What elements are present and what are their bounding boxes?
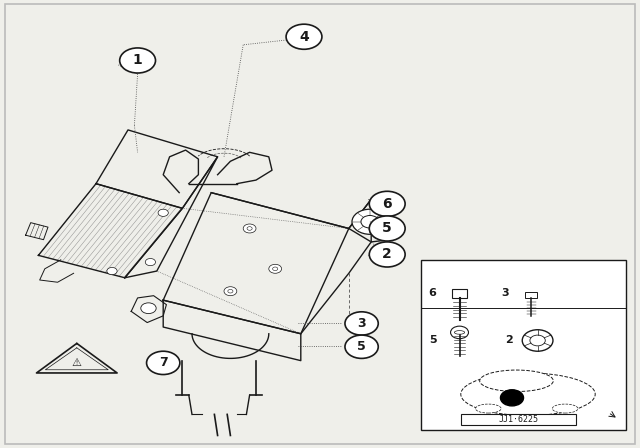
Ellipse shape bbox=[552, 404, 578, 413]
Text: JJ1·6225: JJ1·6225 bbox=[499, 414, 538, 424]
Circle shape bbox=[352, 209, 388, 234]
Circle shape bbox=[120, 48, 156, 73]
Text: 3: 3 bbox=[357, 317, 366, 330]
Ellipse shape bbox=[454, 331, 465, 334]
Circle shape bbox=[369, 191, 405, 216]
Circle shape bbox=[345, 335, 378, 358]
Text: 4: 4 bbox=[299, 30, 309, 44]
Ellipse shape bbox=[461, 373, 595, 416]
Circle shape bbox=[369, 216, 405, 241]
Circle shape bbox=[224, 287, 237, 296]
Text: 5: 5 bbox=[382, 221, 392, 236]
FancyBboxPatch shape bbox=[452, 289, 467, 298]
Text: 6: 6 bbox=[429, 289, 436, 298]
Circle shape bbox=[500, 390, 524, 406]
Ellipse shape bbox=[476, 404, 501, 413]
Circle shape bbox=[530, 335, 545, 346]
Text: 3: 3 bbox=[502, 289, 509, 298]
Circle shape bbox=[243, 224, 256, 233]
Text: 2: 2 bbox=[505, 336, 513, 345]
Text: 6: 6 bbox=[382, 197, 392, 211]
Ellipse shape bbox=[480, 370, 553, 392]
FancyBboxPatch shape bbox=[525, 292, 537, 298]
Text: 7: 7 bbox=[159, 356, 168, 370]
Circle shape bbox=[451, 326, 468, 339]
Circle shape bbox=[522, 330, 553, 351]
Circle shape bbox=[286, 24, 322, 49]
Text: 2: 2 bbox=[382, 247, 392, 262]
Text: 5: 5 bbox=[357, 340, 366, 353]
FancyBboxPatch shape bbox=[421, 260, 626, 430]
Circle shape bbox=[369, 242, 405, 267]
Circle shape bbox=[269, 264, 282, 273]
Circle shape bbox=[107, 267, 117, 275]
Circle shape bbox=[141, 303, 156, 314]
FancyBboxPatch shape bbox=[461, 414, 576, 425]
Circle shape bbox=[145, 258, 156, 266]
Text: 1: 1 bbox=[132, 53, 143, 68]
Circle shape bbox=[361, 215, 379, 228]
Circle shape bbox=[345, 312, 378, 335]
Text: ⚠: ⚠ bbox=[72, 358, 82, 368]
Circle shape bbox=[147, 351, 180, 375]
Text: 5: 5 bbox=[429, 336, 436, 345]
Circle shape bbox=[158, 209, 168, 216]
